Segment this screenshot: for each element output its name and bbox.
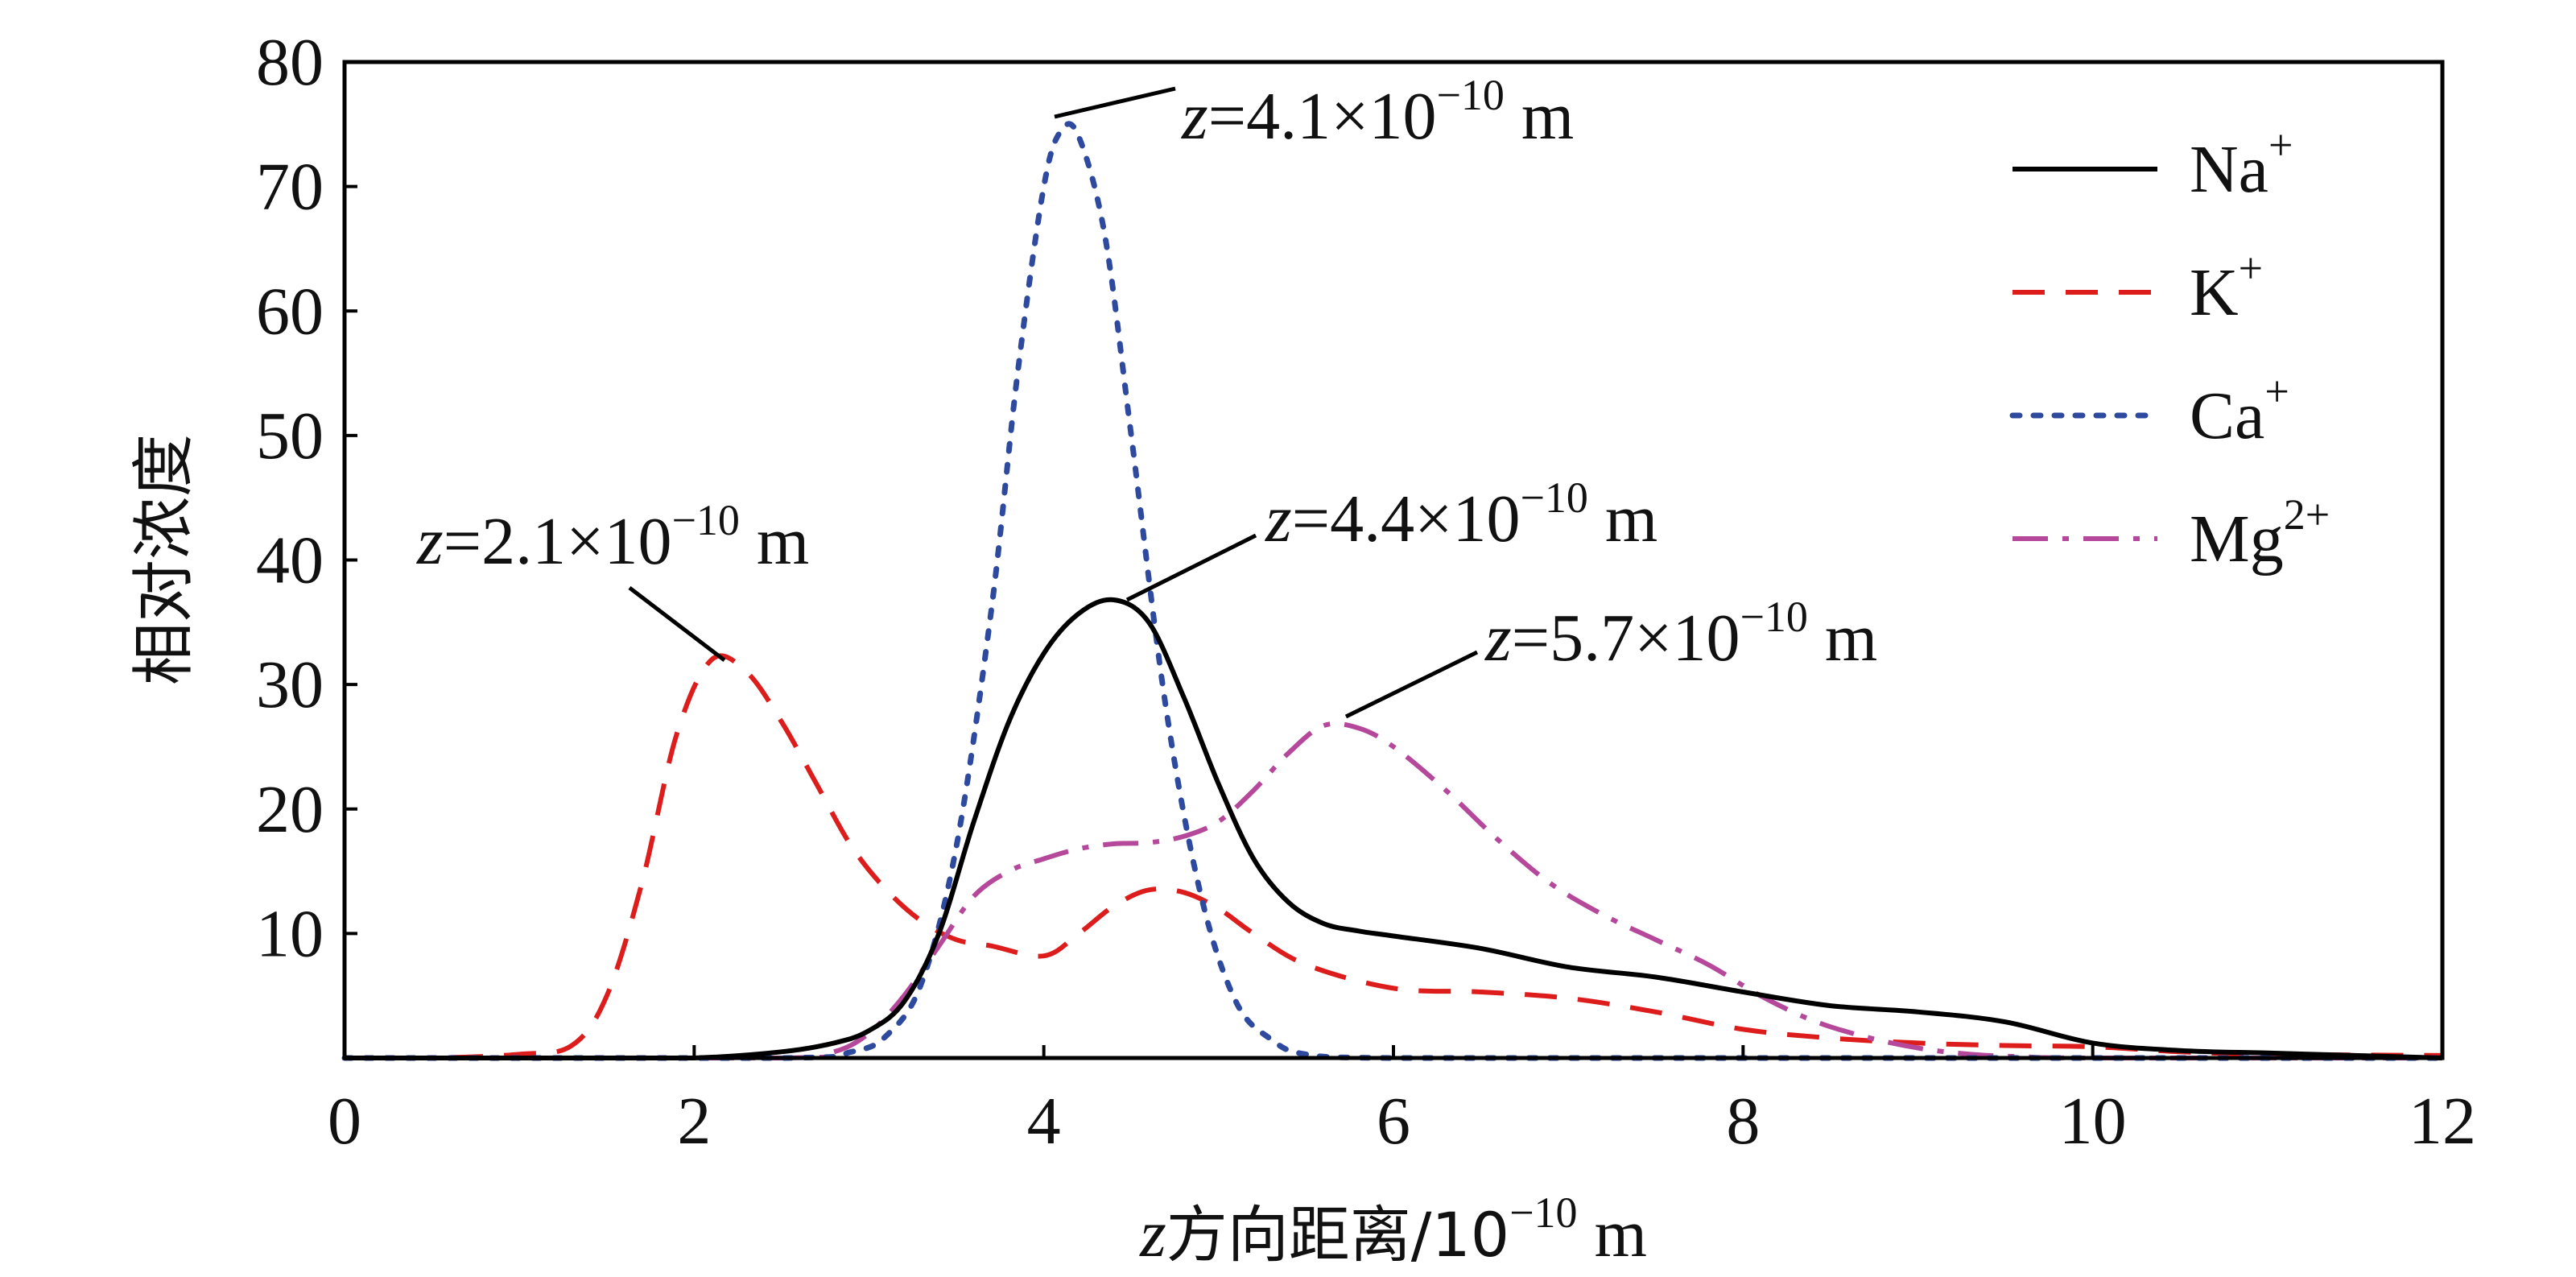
legend-label-sup: +: [2268, 121, 2293, 169]
x-tick-label: 8: [1726, 1084, 1760, 1159]
annotation-leader-line: [1054, 86, 1176, 119]
annotation-leader-line: [628, 586, 726, 662]
x-tick-label: 12: [2409, 1084, 2476, 1159]
annotation-leader-line: [1125, 533, 1257, 602]
annotation-var: z: [416, 504, 444, 579]
annotation-unit: m: [1588, 481, 1657, 556]
x-tick-label: 0: [328, 1084, 361, 1159]
annotation-text: =5.7×10: [1512, 601, 1740, 676]
x-tick-label: 4: [1027, 1084, 1061, 1159]
y-axis-ticks: 10 20 30 40 50 60 70 80: [256, 25, 357, 971]
legend-label-sup: +: [2264, 367, 2289, 415]
x-axis-title-text: 方向距离/10: [1166, 1199, 1509, 1271]
annotation-label: z=4.1×10−10 m: [1181, 71, 1574, 154]
legend-label-sup: +: [2239, 244, 2263, 292]
legend-label-sup: 2+: [2284, 490, 2330, 539]
series-na-line: [345, 597, 2443, 1061]
legend-label-mg: Mg2+: [2190, 490, 2330, 577]
annotation-unit: m: [1808, 601, 1877, 676]
legend-label-base: Mg: [2190, 502, 2284, 577]
legend-label-k: K+: [2190, 244, 2263, 330]
series-ca-line: [341, 121, 2446, 1061]
legend-label-base: K: [2190, 255, 2239, 330]
y-tick-label: 40: [256, 523, 324, 598]
annotation-text: =2.1×10: [444, 504, 672, 579]
y-tick-label: 10: [256, 896, 324, 971]
annotation-unit: m: [740, 504, 809, 579]
x-tick-label: 2: [677, 1084, 711, 1159]
y-tick-label: 70: [256, 150, 324, 225]
annotation-label: z=2.1×10−10 m: [416, 496, 809, 579]
series-k-line: [345, 653, 2443, 1060]
annotation-text: =4.4×10: [1292, 481, 1521, 556]
x-tick-label: 6: [1377, 1084, 1410, 1159]
annotation-var: z: [1265, 481, 1292, 556]
annotation-exponent: −10: [671, 496, 739, 544]
legend: Na+K+Ca+Mg2+: [2009, 121, 2330, 577]
annotation-exponent: −10: [1740, 593, 1807, 641]
legend-label-base: Ca: [2190, 378, 2264, 453]
annotation-label: z=4.4×10−10 m: [1265, 473, 1657, 556]
annotation-exponent: −10: [1436, 71, 1504, 119]
x-tick-label: 10: [2059, 1084, 2127, 1159]
annotation-var: z: [1484, 601, 1512, 676]
y-tick-label: 80: [256, 25, 324, 100]
annotation-text: =4.1×10: [1208, 79, 1437, 154]
y-tick-label: 60: [256, 274, 324, 349]
y-axis-title: 相对浓度: [128, 434, 200, 685]
y-tick-label: 20: [256, 772, 324, 847]
y-tick-label: 30: [256, 647, 324, 722]
legend-label-ca: Ca+: [2190, 367, 2289, 453]
y-tick-label: 50: [256, 399, 324, 473]
annotation-exponent: −10: [1520, 473, 1587, 522]
x-axis-title-unit: m: [1578, 1196, 1647, 1271]
annotation-unit: m: [1505, 79, 1574, 154]
x-axis-title: z方向距离/10−10 m: [1139, 1188, 1647, 1271]
annotation-leader-line: [1344, 650, 1479, 719]
x-axis-ticks: 0 2 4 6 8 10 12: [328, 1045, 2476, 1159]
plot-curves: [341, 121, 2446, 1061]
x-axis-title-var: z: [1139, 1196, 1166, 1271]
legend-label-base: Na: [2190, 132, 2268, 207]
annotations: z=4.1×10−10 mz=2.1×10−10 m z=4.4×10−10 mz…: [416, 71, 1877, 719]
annotation-label: z=5.7×10−10 m: [1484, 593, 1877, 676]
series-mg-line: [345, 721, 2442, 1061]
x-axis-title-exp: −10: [1509, 1188, 1577, 1237]
legend-label-na: Na+: [2190, 121, 2293, 207]
annotation-var: z: [1181, 79, 1208, 154]
